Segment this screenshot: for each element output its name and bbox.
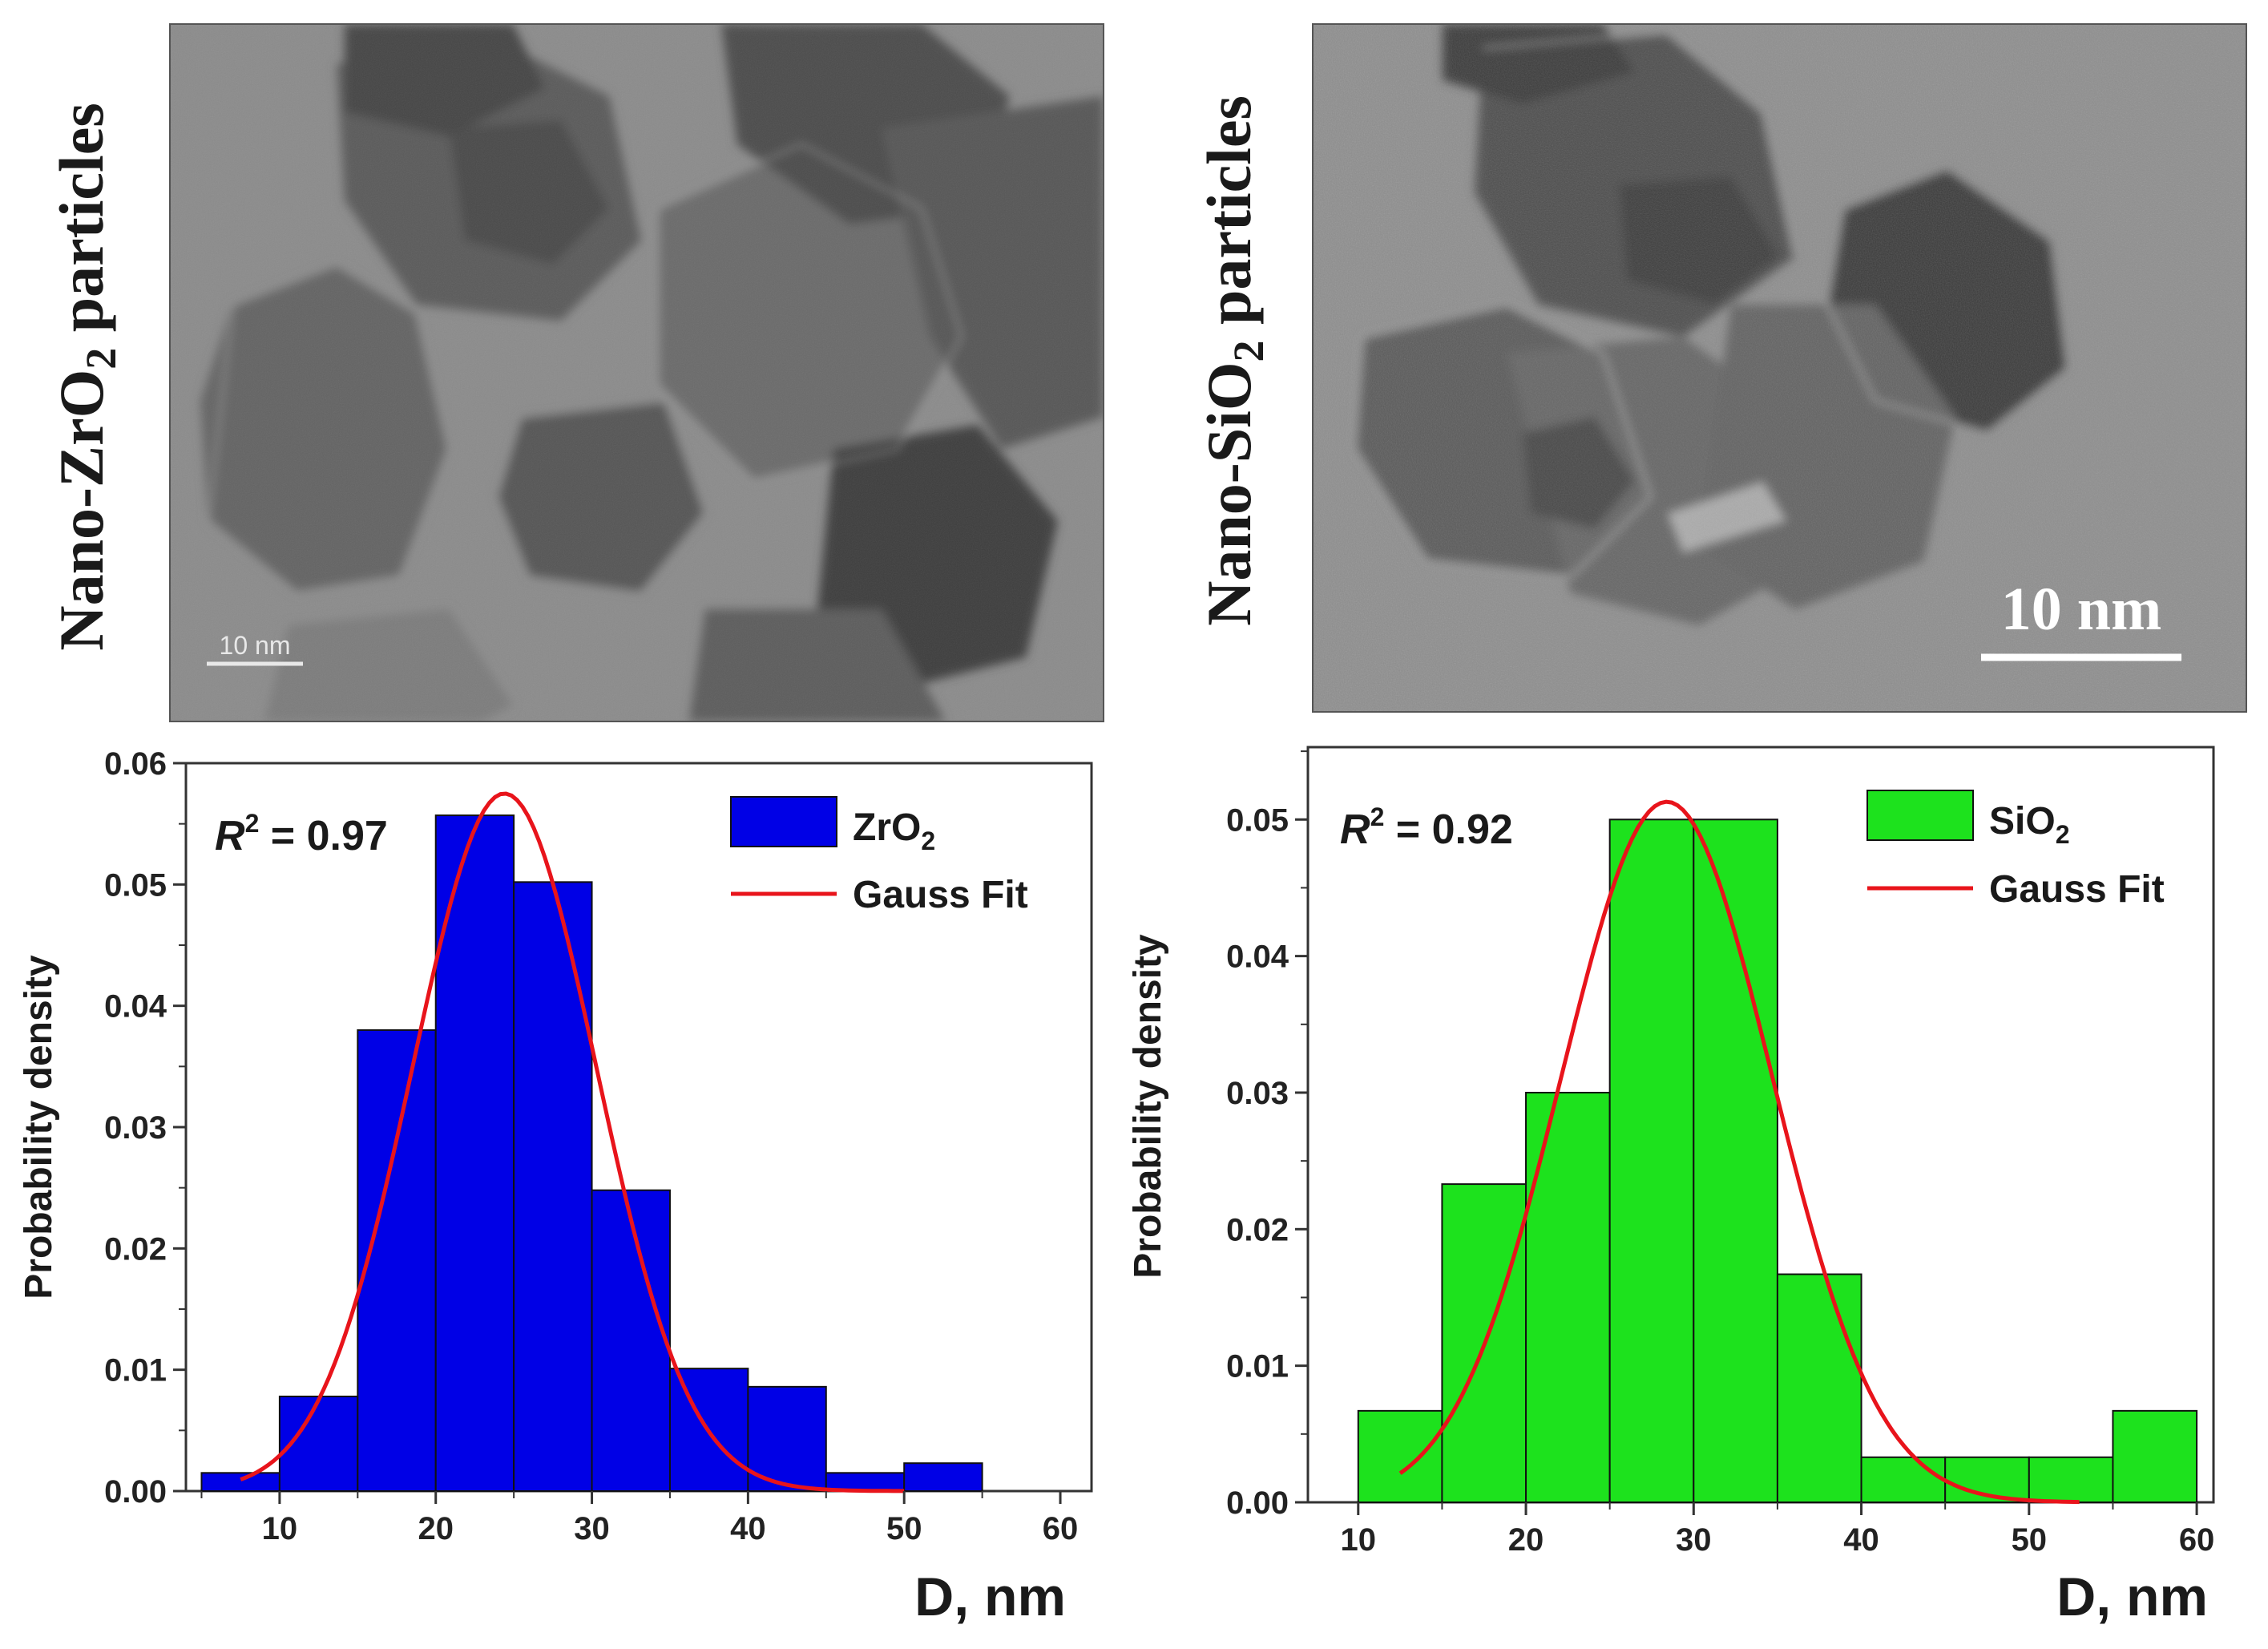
- zro2-histogram: 10 20 30 40 50 60 0.00 0.01 0.02 0.03 0.04 0.05 0.06…: [18, 746, 1093, 1627]
- y-tick-label: 0.04: [1226, 940, 1289, 975]
- x-axis-title: D, nm: [2056, 1566, 2208, 1627]
- x-axis-title: D, nm: [914, 1566, 1066, 1627]
- r-squared-annotation: R2 = 0.97: [215, 809, 388, 859]
- histogram-bar: [1525, 1091, 1611, 1503]
- y-tick-label: 0.00: [1226, 1485, 1289, 1521]
- x-tick-label: 50: [2012, 1522, 2048, 1558]
- x-tick-label: 60: [1043, 1511, 1079, 1546]
- histogram-bar: [1357, 1409, 1443, 1503]
- y-tick-label: 0.01: [1226, 1349, 1289, 1384]
- axis-ticks: 10 20 30 40 50 60 0.00 0.01 0.02 0.03 0.04 0.05: [1226, 750, 2215, 1558]
- x-tick-label: 50: [886, 1511, 922, 1546]
- legend-fit-label: Gauss Fit: [853, 874, 1028, 916]
- x-tick-label: 10: [1341, 1522, 1377, 1558]
- histogram-bar: [513, 881, 593, 1492]
- histogram-bar: [1693, 818, 1778, 1503]
- legend: SiO2 Gauss Fit: [1866, 790, 2165, 911]
- y-tick-label: 0.04: [104, 989, 167, 1025]
- y-tick-label: 0.05: [104, 867, 167, 903]
- legend: ZrO2 Gauss Fit: [730, 796, 1028, 916]
- gauss-fit-curve: [1398, 799, 2080, 1505]
- gauss-fit-curve: [240, 791, 905, 1493]
- x-tick-label: 40: [1843, 1522, 1879, 1558]
- x-tick-label: 20: [418, 1511, 454, 1546]
- y-axis-title: Probability density: [18, 955, 60, 1299]
- legend-fit-label: Gauss Fit: [1989, 868, 2165, 911]
- scale-bar-label-left: 10 nm: [220, 631, 291, 660]
- zro2-particles-label: Nano-ZrO2 particles: [46, 103, 125, 650]
- histogram-bar: [200, 1472, 280, 1493]
- histogram-bars: [200, 814, 983, 1493]
- sio2-histogram: 10 20 30 40 50 60 0.00 0.01 0.02 0.03 0.04 0.05 R2 …: [1127, 746, 2215, 1627]
- histogram-bar: [903, 1462, 983, 1493]
- legend-bar-swatch: [730, 796, 837, 847]
- r-squared-annotation: R2 = 0.92: [1340, 802, 1513, 853]
- legend-bar-label: ZrO2: [853, 806, 935, 855]
- y-tick-label: 0.05: [1226, 802, 1289, 838]
- tem-image-sio2: 10 nm: [1312, 23, 2247, 713]
- y-tick-label: 0.02: [1226, 1212, 1289, 1247]
- histogram-bar: [591, 1189, 671, 1493]
- x-tick-label: 60: [2179, 1522, 2215, 1558]
- y-tick-label: 0.02: [104, 1231, 167, 1267]
- y-tick-label: 0.03: [104, 1110, 167, 1146]
- histogram-bar: [1860, 1456, 1947, 1504]
- histogram-bar: [2112, 1409, 2198, 1503]
- x-tick-label: 30: [1676, 1522, 1712, 1558]
- histogram-bar: [1776, 1273, 1862, 1504]
- legend-bar-swatch: [1866, 790, 1974, 841]
- y-tick-label: 0.03: [1226, 1076, 1289, 1111]
- y-axis-title: Probability density: [1127, 934, 1169, 1279]
- scale-bar-label-right: 10 nm: [2001, 576, 2162, 643]
- y-tick-label: 0.06: [104, 746, 167, 782]
- x-tick-label: 10: [262, 1511, 298, 1546]
- tem-image-zro2: 10 nm: [169, 23, 1104, 722]
- histogram-bar: [747, 1385, 827, 1493]
- histogram-bar: [434, 814, 515, 1492]
- legend-bar-label: SiO2: [1989, 800, 2069, 849]
- histogram-bar: [2028, 1456, 2114, 1504]
- sio2-particles-label: Nano-SiO2 particles: [1194, 95, 1273, 626]
- x-tick-label: 30: [574, 1511, 610, 1546]
- y-tick-label: 0.01: [104, 1353, 167, 1388]
- x-tick-label: 20: [1508, 1522, 1544, 1558]
- x-tick-label: 40: [730, 1511, 766, 1546]
- histogram-bar: [357, 1029, 437, 1492]
- axis-ticks: 10 20 30 40 50 60 0.00 0.01 0.02 0.03 0.04 0.05 0.06: [104, 746, 1078, 1546]
- histogram-bar: [1608, 818, 1695, 1503]
- y-tick-label: 0.00: [104, 1474, 167, 1510]
